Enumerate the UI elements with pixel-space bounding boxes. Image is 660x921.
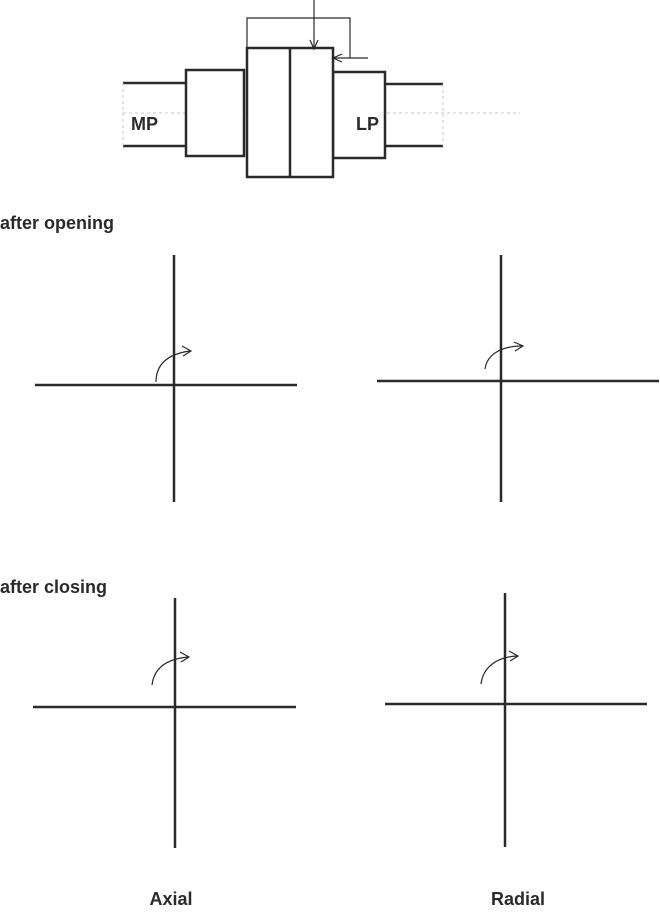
closing-axial-dial: [33, 598, 296, 848]
lp-label: LP: [356, 114, 379, 134]
closing-radial-dial: [385, 593, 647, 847]
rotation-arrow: [151, 656, 189, 686]
rotation-arrow: [155, 350, 191, 383]
axial-column-label: Axial: [149, 889, 192, 909]
mp-hub: [184, 68, 246, 158]
rotation-arrowhead: [508, 650, 520, 662]
after-closing-title: after closing: [0, 577, 107, 597]
rotation-arrow: [480, 655, 518, 685]
axial-arrowhead: [331, 53, 343, 63]
coupling-schematic: MP LP: [122, 0, 520, 179]
rotation-arrowhead: [513, 341, 525, 352]
radial-column-label: Radial: [491, 889, 545, 909]
mp-label: MP: [131, 114, 158, 134]
opening-radial-dial: [377, 255, 659, 502]
rotation-arrowhead: [179, 651, 191, 663]
radial-arrowhead: [309, 39, 319, 51]
after-opening-title: after opening: [0, 213, 114, 233]
opening-axial-dial: [35, 255, 297, 502]
indicator-bracket: [246, 17, 351, 58]
lp-hub: [331, 70, 387, 160]
rotation-arrow: [484, 345, 523, 370]
rotation-arrowhead: [181, 345, 193, 357]
